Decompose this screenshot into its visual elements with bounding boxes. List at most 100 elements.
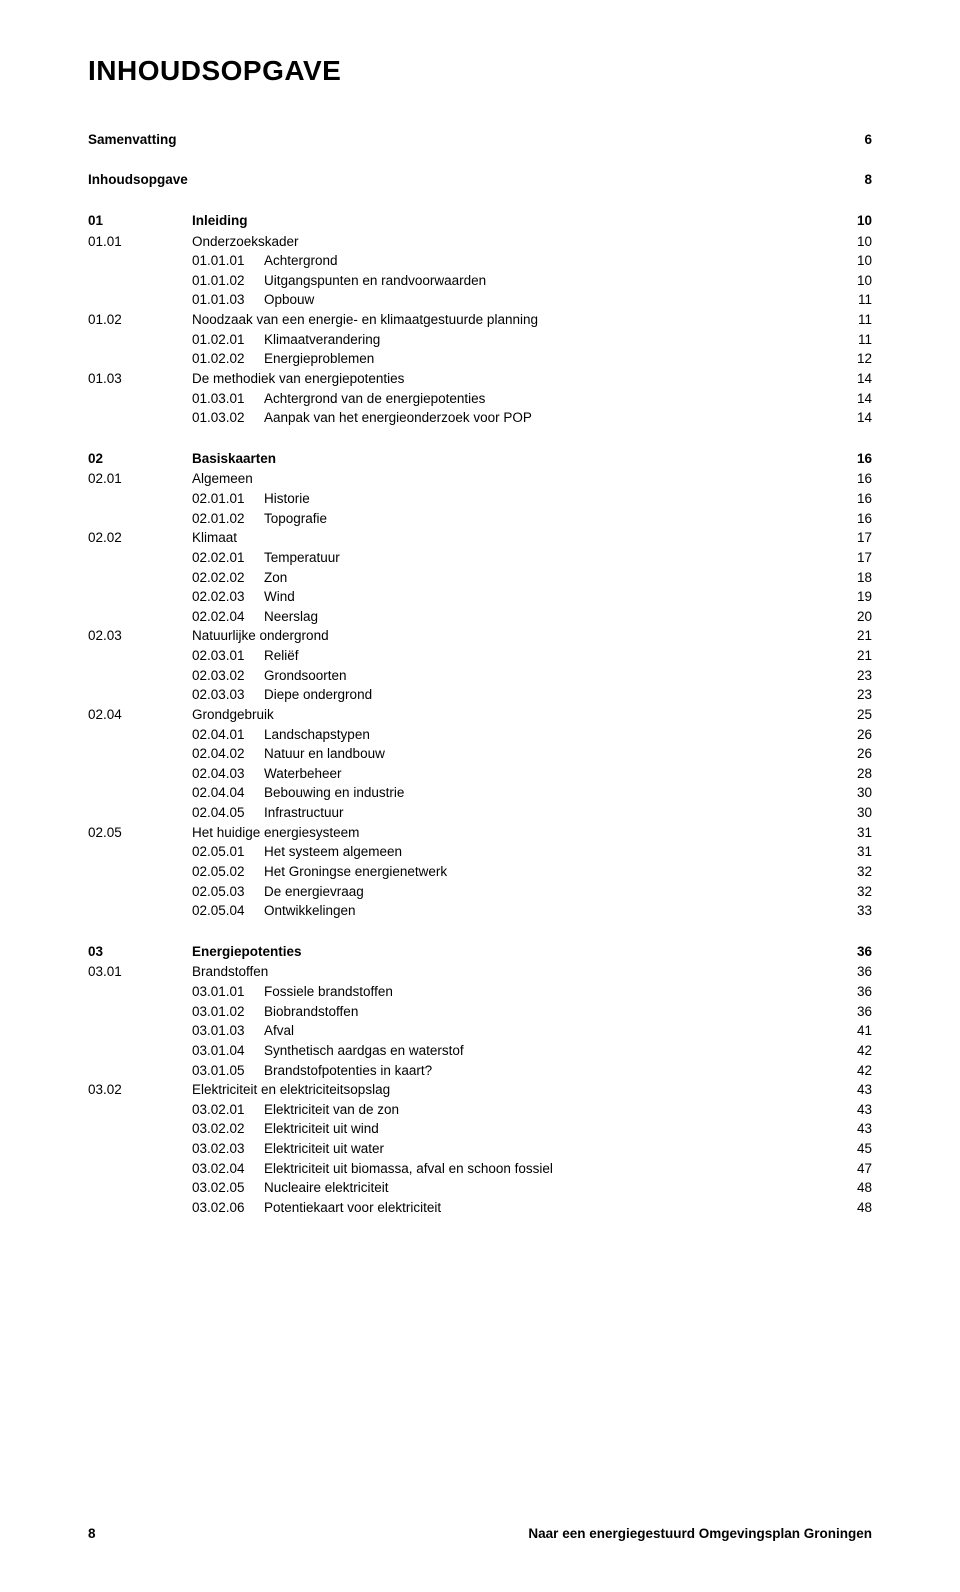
toc-entry-summary: Samenvatting 6 <box>88 131 872 150</box>
toc-entry-number: 03.02.01 <box>192 1101 264 1120</box>
toc-entry-number: 02.05.03 <box>192 883 264 902</box>
toc-entry-title: Uitgangspunten en randvoorwaarden <box>264 272 486 291</box>
toc-entry-left: 02.05.03De energievraag <box>192 883 364 902</box>
toc-entry-page: 47 <box>857 1160 872 1179</box>
toc-entry: 02.04.02Natuur en landbouw 26 <box>88 745 872 764</box>
toc-entry-page: 20 <box>857 608 872 627</box>
toc-entry-number: 02.02 <box>88 529 192 548</box>
toc-entry-number: 02.03.03 <box>192 686 264 705</box>
toc-entry-left: 02.03.01Reliëf <box>192 647 299 666</box>
toc-entry-title: Brandstoffen <box>192 963 268 982</box>
toc-entry: 03.02.01Elektriciteit van de zon43 <box>88 1101 872 1120</box>
toc-entry-left: 02.01Algemeen <box>88 470 253 489</box>
toc-entry-title: Reliëf <box>264 647 299 666</box>
toc-entry-page: 36 <box>857 1003 872 1022</box>
toc-entry-left: 03.02.06Potentiekaart voor elektriciteit <box>192 1199 441 1218</box>
toc-entry-title: Natuur en landbouw <box>264 745 385 764</box>
toc-entry-page: 21 <box>857 627 872 646</box>
toc-entry-title: Waterbeheer <box>264 765 342 784</box>
toc-entry: 02.04.01Landschapstypen26 <box>88 726 872 745</box>
toc-entry-left: 02.02.02Zon <box>192 569 287 588</box>
toc-entry-title: Noodzaak van een energie- en klimaatgest… <box>192 311 538 330</box>
toc-entry-left: 01.03.02Aanpak van het energieonderzoek … <box>192 409 532 428</box>
toc-entry-page: 19 <box>857 588 872 607</box>
toc-entry: 02.04.05Infrastructuur30 <box>88 804 872 823</box>
toc-entry-left: 01.03.01Achtergrond van de energiepotent… <box>192 390 485 409</box>
toc-entry-title: Bebouwing en industrie <box>264 784 404 803</box>
page-title: INHOUDSOPGAVE <box>88 52 872 91</box>
toc-entry-left: 01.02.02Energieproblemen <box>192 350 374 369</box>
summary-label: Samenvatting <box>88 131 177 150</box>
page-footer: 8 Naar een energiegestuurd Omgevingsplan… <box>88 1525 872 1544</box>
toc-entry-number: 01.01 <box>88 233 192 252</box>
toc-entry-page: 11 <box>858 291 872 310</box>
toc-entry-left: 03.02.05Nucleaire elektriciteit <box>192 1179 389 1198</box>
toc-entry-page: 32 <box>857 863 872 882</box>
toc-self-label: Inhoudsopgave <box>88 171 188 190</box>
toc-entry-left: 01.01.03Opbouw <box>192 291 314 310</box>
chapter-title: Energiepotenties <box>192 943 302 962</box>
chapter-heading-row: 03Energiepotenties36 <box>88 943 872 962</box>
toc-entry-left: 03.01Brandstoffen <box>88 963 268 982</box>
toc-entry-number: 01.03 <box>88 370 192 389</box>
toc-entry: 01.01Onderzoekskader 10 <box>88 233 872 252</box>
toc-entry-page: 10 <box>857 233 872 252</box>
toc-self-block: Inhoudsopgave 8 <box>88 171 872 190</box>
toc-entry-title: Achtergrond van de energiepotenties <box>264 390 485 409</box>
toc-entry-page: 10 <box>857 252 872 271</box>
toc-entry: 02.02.03Wind 19 <box>88 588 872 607</box>
chapter-page: 16 <box>857 450 872 469</box>
toc-entry: 01.01.01Achtergrond10 <box>88 252 872 271</box>
toc-entry: 02.04.04Bebouwing en industrie30 <box>88 784 872 803</box>
summary-page: 6 <box>864 131 872 150</box>
toc-entry: 01.03De methodiek van energiepotenties14 <box>88 370 872 389</box>
toc-entry-left: 02.02Klimaat <box>88 529 237 548</box>
toc-entry-number: 03.01.03 <box>192 1022 264 1041</box>
toc-entry-left: 01.03De methodiek van energiepotenties <box>88 370 404 389</box>
toc-entry-number: 01.01.02 <box>192 272 264 291</box>
toc-entry: 03.01.05Brandstofpotenties in kaart?42 <box>88 1062 872 1081</box>
toc-entry-page: 43 <box>857 1120 872 1139</box>
toc-entry-left: 01.01.02Uitgangspunten en randvoorwaarde… <box>192 272 486 291</box>
toc-entry: 02.03.02Grondsoorten23 <box>88 667 872 686</box>
toc-entry-left: 03.02Elektriciteit en elektriciteitsopsl… <box>88 1081 390 1100</box>
toc-entry-left: 02.05.04Ontwikkelingen <box>192 902 356 921</box>
toc-entry-title: Potentiekaart voor elektriciteit <box>264 1199 441 1218</box>
toc-entry: 02.05.04Ontwikkelingen 33 <box>88 902 872 921</box>
toc-entry-number: 03.02.06 <box>192 1199 264 1218</box>
toc-entry-title: Onderzoekskader <box>192 233 299 252</box>
toc-entry-title: Opbouw <box>264 291 314 310</box>
toc-entry-number: 02.04.04 <box>192 784 264 803</box>
toc-entry-title: Aanpak van het energieonderzoek voor POP <box>264 409 532 428</box>
toc-entry: 02.03.01Reliëf21 <box>88 647 872 666</box>
toc-entry-left: 03.01.03Afval <box>192 1022 294 1041</box>
toc-entry-number: 03.01.01 <box>192 983 264 1002</box>
toc-entry-page: 25 <box>857 706 872 725</box>
footer-doc-title: Naar een energiegestuurd Omgevingsplan G… <box>528 1525 872 1544</box>
toc-entry-page: 16 <box>857 490 872 509</box>
toc-entry: 02.02.01Temperatuur17 <box>88 549 872 568</box>
toc-entry-left: 02.02.01Temperatuur <box>192 549 340 568</box>
toc-entry: 02.02.02Zon18 <box>88 569 872 588</box>
toc-entry-page: 23 <box>857 667 872 686</box>
toc-entry-left: 02.05Het huidige energiesysteem <box>88 824 359 843</box>
toc-entry-title: Biobrandstoffen <box>264 1003 358 1022</box>
toc-entry-number: 02.02.04 <box>192 608 264 627</box>
toc-entry-page: 42 <box>857 1062 872 1081</box>
toc-entry-page: 33 <box>857 902 872 921</box>
toc-entry-number: 02.04.02 <box>192 745 264 764</box>
toc-entry-number: 02.02.03 <box>192 588 264 607</box>
toc-entry-page: 23 <box>857 686 872 705</box>
chapter-number: 01 <box>88 212 192 231</box>
toc-entry-page: 26 <box>857 745 872 764</box>
toc-entry-left: 02.02.03Wind <box>192 588 295 607</box>
toc-entry-self: Inhoudsopgave 8 <box>88 171 872 190</box>
toc-entry-page: 30 <box>857 804 872 823</box>
chapter-heading-left: 01Inleiding <box>88 212 248 231</box>
toc-entry-number: 02.05.01 <box>192 843 264 862</box>
toc-entry-title: De methodiek van energiepotenties <box>192 370 404 389</box>
toc-entry-number: 01.01.03 <box>192 291 264 310</box>
toc-entry-title: Topografie <box>264 510 327 529</box>
toc-entry-title: Synthetisch aardgas en waterstof <box>264 1042 464 1061</box>
toc-entry-page: 41 <box>857 1022 872 1041</box>
